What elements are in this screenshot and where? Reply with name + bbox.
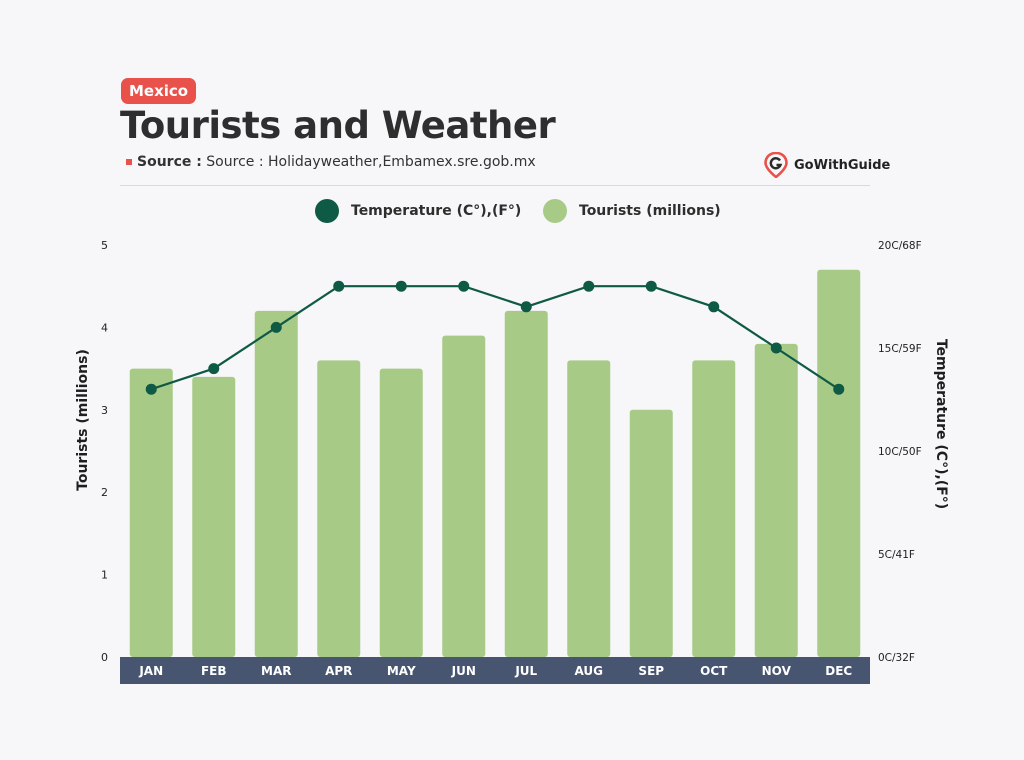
temperature-point-aug	[583, 280, 595, 292]
bar-aug	[567, 360, 611, 657]
temperature-point-jul	[520, 301, 532, 313]
temperature-line	[150, 285, 840, 391]
chart-legend: Temperature (C°),(F°) Tourists (millions…	[0, 199, 1024, 225]
y-right-tick-label: 5C/41F	[878, 549, 915, 561]
temperature-point-feb	[208, 363, 220, 375]
y-left-tick-label: 3	[101, 404, 108, 417]
y-left-tick-label: 4	[101, 321, 108, 334]
source-text: Source : Holidayweather,Embamex.sre.gob.…	[206, 154, 536, 170]
y-right-tick-label: 0C/32F	[878, 652, 915, 664]
bar-jul	[504, 310, 548, 657]
y-right-tick-label: 10C/50F	[878, 446, 922, 458]
y-left-tick-label: 2	[101, 486, 108, 499]
bar-dec	[817, 269, 861, 657]
temperature-point-sep	[645, 280, 657, 292]
bar-jun	[442, 335, 486, 657]
source-label: Source :	[137, 154, 202, 170]
y-right-tick-label: 20C/68F	[878, 240, 922, 252]
bar-oct	[692, 360, 736, 657]
y-left-tick-label: 1	[101, 569, 108, 582]
gowithguide-logo-icon	[764, 152, 788, 178]
bar-may	[379, 368, 423, 657]
temperature-point-apr	[333, 280, 345, 292]
x-tick-label-jan: JAN	[138, 664, 163, 678]
page-title: Tourists and Weather	[120, 104, 556, 147]
x-tick-label-jul: JUL	[514, 664, 537, 678]
legend-item-tourists: Tourists (millions)	[543, 199, 721, 223]
x-tick-label-aug: AUG	[574, 664, 603, 678]
x-tick-label-jun: JUN	[451, 664, 476, 678]
temperature-point-dec	[833, 383, 845, 395]
x-tick-label-may: MAY	[387, 664, 416, 678]
x-tick-label-oct: OCT	[700, 664, 728, 678]
legend-dot-tourists-icon	[543, 199, 567, 223]
y-right-tick-label: 15C/59F	[878, 343, 922, 355]
brand-name: GoWithGuide	[794, 157, 891, 173]
x-tick-label-sep: SEP	[638, 664, 664, 678]
country-badge: Mexico	[121, 78, 197, 104]
x-tick-label-apr: APR	[325, 664, 352, 678]
bullet-square-icon	[126, 159, 132, 165]
temperature-point-nov	[770, 342, 782, 354]
legend-label-temperature: Temperature (C°),(F°)	[351, 203, 522, 219]
bar-sep	[629, 409, 673, 657]
temperature-point-mar	[270, 321, 282, 333]
temperature-point-may	[395, 280, 407, 292]
bar-jan	[129, 368, 173, 657]
temperature-point-jan	[145, 383, 157, 395]
x-tick-label-nov: NOV	[762, 664, 792, 678]
brand-logo: GoWithGuide	[764, 152, 890, 178]
y-left-tick-label: 5	[101, 239, 108, 252]
legend-dot-temperature-icon	[315, 199, 339, 223]
bar-nov	[754, 343, 798, 657]
bar-apr	[317, 360, 361, 657]
bar-feb	[192, 376, 236, 657]
x-tick-label-mar: MAR	[261, 664, 291, 678]
bar-mar	[254, 310, 298, 657]
x-tick-label-feb: FEB	[201, 664, 227, 678]
legend-label-tourists: Tourists (millions)	[579, 203, 721, 219]
temperature-point-oct	[708, 301, 720, 313]
temperature-point-jun	[458, 280, 470, 292]
legend-item-temperature: Temperature (C°),(F°)	[315, 199, 521, 223]
x-tick-label-dec: DEC	[825, 664, 852, 678]
y-left-tick-label: 0	[101, 651, 108, 664]
header-divider	[120, 185, 870, 186]
source-line: Source : Source : Holidayweather,Embamex…	[126, 154, 536, 170]
x-axis-band	[120, 657, 870, 684]
